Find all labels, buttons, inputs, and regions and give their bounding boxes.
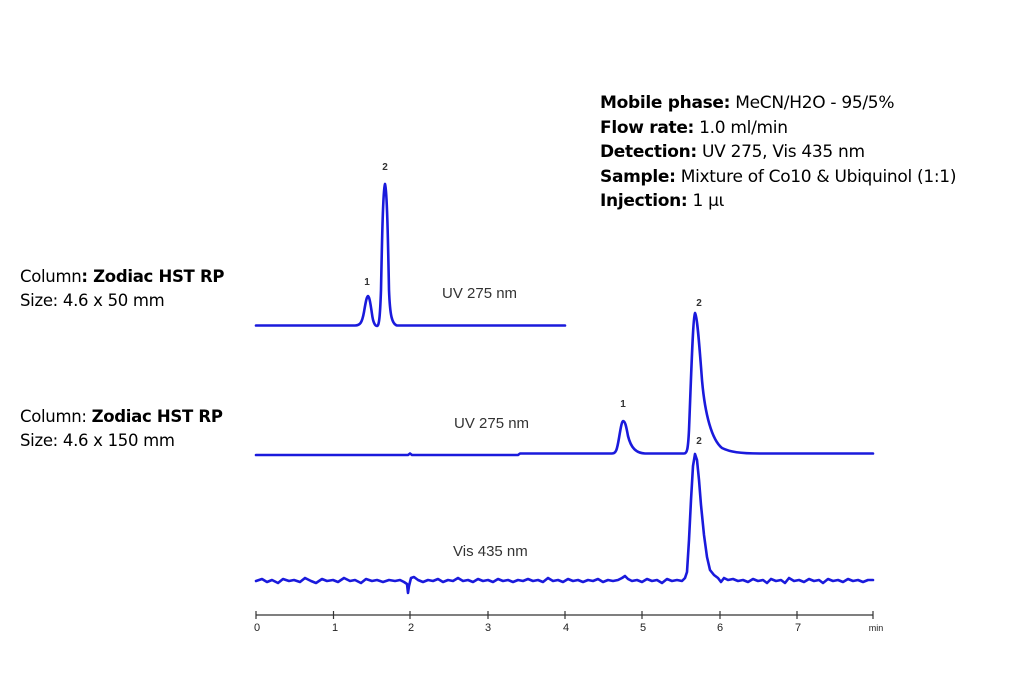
injection-value: 1 μι <box>687 191 725 211</box>
sample-value: Mixture of Co10 & Ubiquinol (1:1) <box>675 166 957 187</box>
trace-label-uv275-short: UV 275 nm <box>442 285 517 302</box>
peak-label-2-vis: 2 <box>696 436 702 447</box>
x-tick-6: 6 <box>717 622 723 634</box>
peak-label-1-long: 1 <box>620 399 626 410</box>
chromatography-conditions: Mobile phase: MeCN/H2O - 95/5% Flow rate… <box>600 91 956 214</box>
detection-row: Detection: UV 275, Vis 435 nm <box>600 140 956 165</box>
mobile-phase-row: Mobile phase: MeCN/H2O - 95/5% <box>600 91 956 116</box>
flow-rate-label: Flow rate: <box>600 117 695 138</box>
column-name-row: Column: Zodiac HST RP <box>20 405 223 429</box>
peak-label-2-short: 2 <box>382 162 388 173</box>
trace-label-vis435: Vis 435 nm <box>453 543 528 560</box>
mobile-phase-label: Mobile phase: <box>600 93 731 113</box>
x-tick-2: 2 <box>408 622 414 634</box>
peak-label-1-short: 1 <box>364 277 370 288</box>
x-axis-unit: min <box>869 623 884 633</box>
sample-row: Sample: Mixture of Co10 & Ubiquinol (1:1… <box>600 165 956 190</box>
flow-rate-row: Flow rate: 1.0 ml/min <box>600 116 956 141</box>
x-axis: 0 1 2 3 4 5 6 7 min <box>254 611 883 634</box>
column-name: : Zodiac HST RP <box>81 267 225 286</box>
detection-label: Detection: <box>600 142 697 162</box>
trace-vis435-long <box>254 452 875 595</box>
detection-value: UV 275, Vis 435 nm <box>696 142 865 162</box>
column-size: Size: 4.6 x 50 mm <box>20 291 165 310</box>
column-label: Column: <box>20 407 92 426</box>
x-tick-4: 4 <box>563 622 569 634</box>
x-tick-5: 5 <box>640 622 646 634</box>
peak-label-2-long: 2 <box>696 298 702 309</box>
x-tick-3: 3 <box>485 622 491 634</box>
x-tick-0: 0 <box>254 622 260 634</box>
column-info-long: Column: Zodiac HST RP Size: 4.6 x 150 mm <box>20 405 223 453</box>
trace-label-uv275-long: UV 275 nm <box>454 415 529 432</box>
trace-uv275-long <box>254 311 875 457</box>
column-name: Zodiac HST RP <box>91 407 223 426</box>
column-info-short: Column: Zodiac HST RP Size: 4.6 x 50 mm <box>20 265 224 313</box>
injection-label: Injection: <box>600 191 688 211</box>
column-name-row: Column: Zodiac HST RP <box>20 265 224 289</box>
column-size: Size: 4.6 x 150 mm <box>20 431 175 450</box>
x-tick-1: 1 <box>332 622 338 634</box>
mobile-phase-value: MeCN/H2O - 95/5% <box>730 93 895 113</box>
column-label: Column <box>20 267 82 286</box>
injection-row: Injection: 1 μι <box>600 189 956 214</box>
x-tick-7: 7 <box>795 622 801 634</box>
sample-label: Sample: <box>600 166 676 187</box>
flow-rate-value: 1.0 ml/min <box>694 117 788 138</box>
trace-uv275-short <box>254 182 567 328</box>
